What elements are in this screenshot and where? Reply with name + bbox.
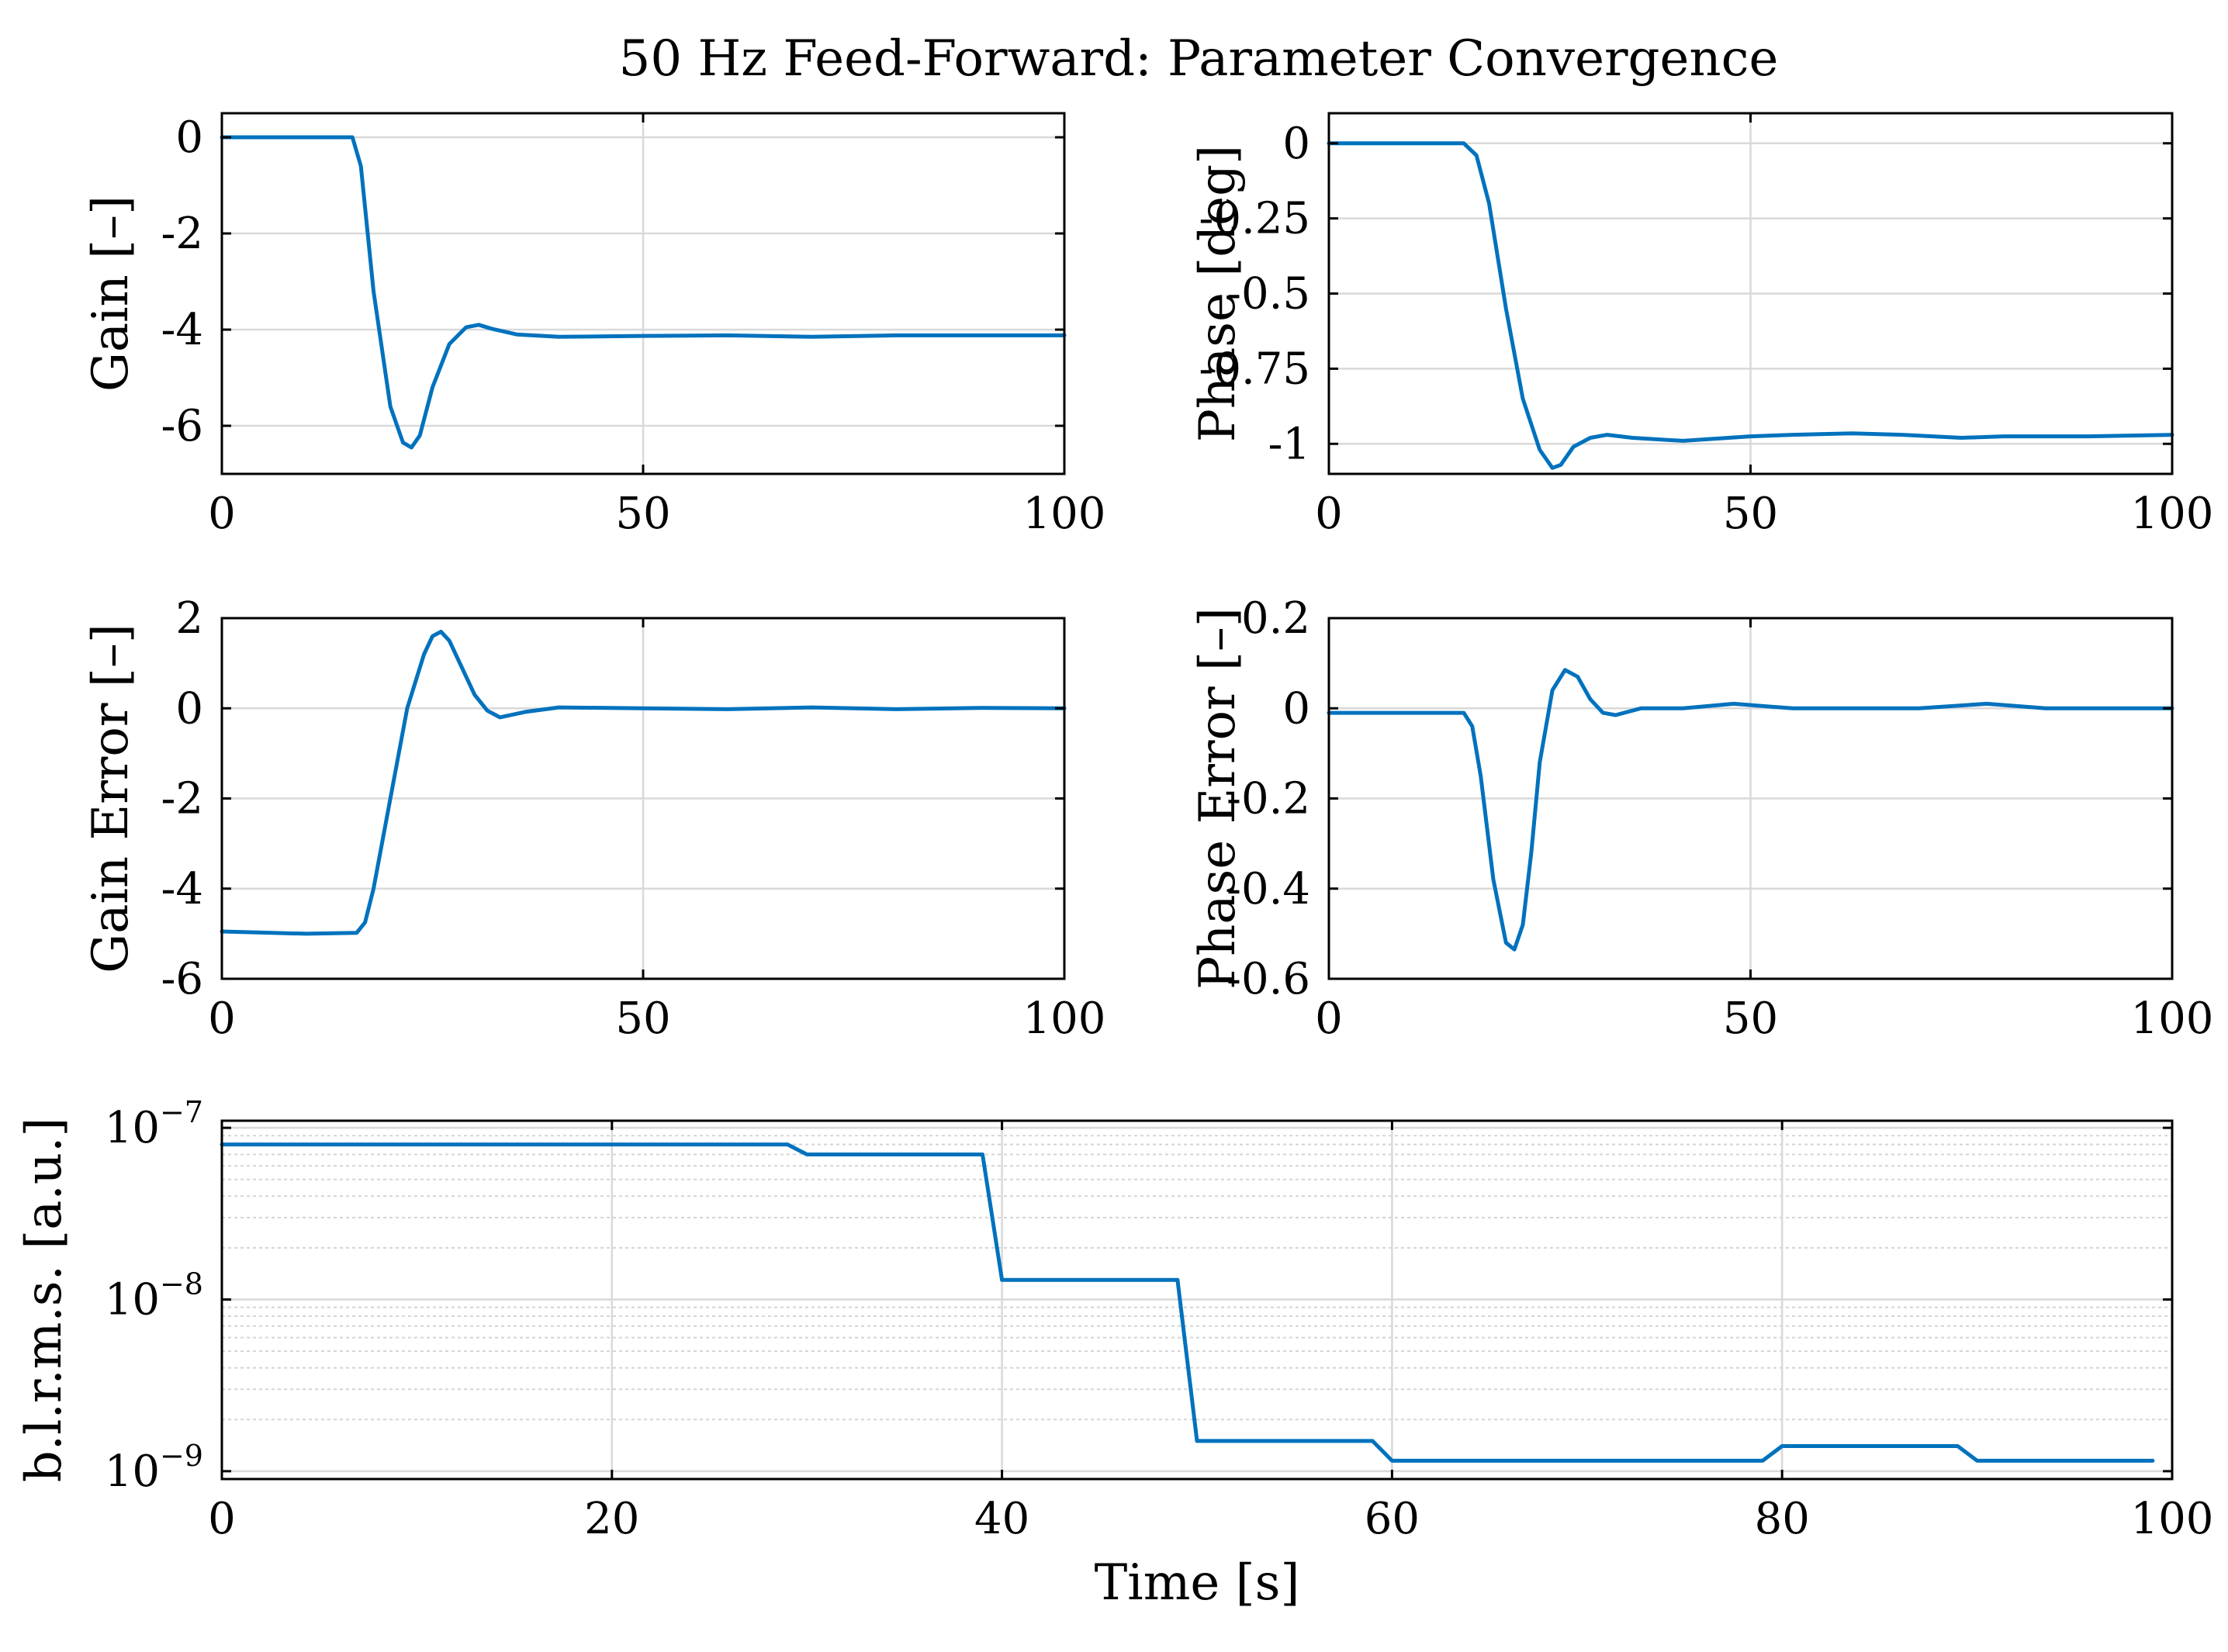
y-axis-label: Gain Error [–] xyxy=(82,624,140,973)
y-tick-base: 10 xyxy=(105,1446,160,1497)
figure-title: 50 Hz Feed-Forward: Parameter Convergenc… xyxy=(619,30,1779,88)
y-tick-exponent: −9 xyxy=(160,1439,203,1473)
y-tick-label: 10−9 xyxy=(105,1439,203,1497)
x-tick-label: 0 xyxy=(208,489,236,539)
y-axis-label: b.l.r.m.s. [a.u.] xyxy=(16,1118,73,1483)
x-tick-label: 80 xyxy=(1755,1494,1810,1544)
x-tick-label: 0 xyxy=(1315,489,1343,539)
y-tick-label: -0.25 xyxy=(1199,194,1310,244)
x-tick-label: 40 xyxy=(974,1494,1029,1544)
y-tick-label: 0 xyxy=(175,112,203,163)
y-tick-base: 10 xyxy=(105,1275,160,1325)
x-axis-label: Time [s] xyxy=(1095,1554,1300,1612)
y-tick-label: -4 xyxy=(161,305,203,355)
y-axis-label: Phase Error [–] xyxy=(1189,607,1247,990)
y-tick-label: 0.2 xyxy=(1241,593,1310,644)
series-line-blrms xyxy=(220,1142,2155,1463)
y-tick-label: 0 xyxy=(175,683,203,734)
x-tick-label: 50 xyxy=(615,489,670,539)
x-tick-label: 0 xyxy=(208,1494,236,1544)
x-tick-label: 50 xyxy=(615,994,670,1044)
x-tick-label: 100 xyxy=(2131,489,2214,539)
series-line-phase-error xyxy=(1327,668,2174,952)
y-tick-label: -0.5 xyxy=(1226,269,1310,320)
x-tick-label: 50 xyxy=(1723,994,1778,1044)
y-tick-label: -0.6 xyxy=(1226,954,1310,1004)
y-axis-label: Phase [deg] xyxy=(1189,145,1247,442)
series-line-phase xyxy=(1327,141,2174,470)
x-tick-label: 100 xyxy=(1023,489,1106,539)
y-tick-label: -1 xyxy=(1268,419,1310,469)
series-line-gain xyxy=(220,135,1067,450)
y-tick-label: -0.2 xyxy=(1226,774,1310,824)
x-tick-label: 0 xyxy=(1315,994,1343,1044)
y-tick-label: 0 xyxy=(1282,119,1310,169)
series-line-gain-error xyxy=(220,629,1067,936)
panel-gain: 0 50 100 0 -2 -4 -6 Gain [–] xyxy=(82,112,1105,539)
y-tick-label: -2 xyxy=(161,774,203,824)
y-axis-label: Gain [–] xyxy=(82,195,140,392)
y-tick-base: 10 xyxy=(105,1103,160,1153)
panel-phase: 0 50 100 0 -0.25 -0.5 -0.75 -1 Phase [deg] xyxy=(1189,112,2214,539)
x-tick-label: 50 xyxy=(1723,489,1778,539)
x-tick-label: 60 xyxy=(1365,1494,1420,1544)
x-tick-label: 100 xyxy=(2131,994,2214,1044)
y-tick-label: -6 xyxy=(161,954,203,1004)
y-tick-exponent: −7 xyxy=(160,1095,203,1129)
y-tick-label: 10−8 xyxy=(105,1267,203,1325)
y-tick-label: 0 xyxy=(1282,683,1310,734)
x-tick-label: 100 xyxy=(2131,1494,2214,1544)
x-tick-label: 100 xyxy=(1023,994,1106,1044)
y-tick-label: -2 xyxy=(161,209,203,259)
y-tick-label: -0.75 xyxy=(1199,344,1310,394)
panel-gain-error: 0 50 100 2 0 -2 -4 -6 Gain Error [–] xyxy=(82,593,1105,1044)
y-tick-label: 2 xyxy=(175,593,203,644)
y-tick-label: -0.4 xyxy=(1226,864,1310,914)
x-tick-label: 0 xyxy=(208,994,236,1044)
y-tick-label: -4 xyxy=(161,864,203,914)
y-tick-label: 10−7 xyxy=(105,1095,203,1153)
y-tick-exponent: −8 xyxy=(160,1267,203,1301)
y-tick-label: -6 xyxy=(161,401,203,451)
x-tick-label: 20 xyxy=(584,1494,639,1544)
